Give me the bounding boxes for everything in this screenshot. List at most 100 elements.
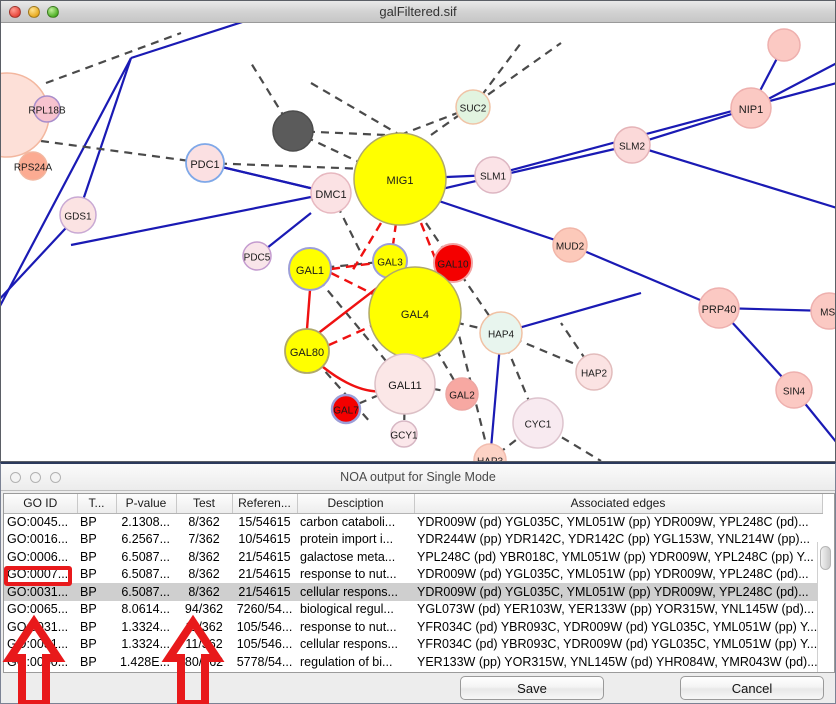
node-label-GAL10: GAL10 <box>437 260 469 271</box>
cell-type: BP <box>80 567 97 582</box>
noa-zoom-button[interactable] <box>50 471 61 483</box>
edge-dashed <box>489 422 539 461</box>
table-row-selected[interactable]: GO:0031... BP 6.5087... 8/362 21/54615 c… <box>4 583 822 601</box>
cell-associated-edges: YFR034C (pd) YBR093C, YDR009W (pd) YGL03… <box>417 637 818 652</box>
network-graph[interactable]: RPL18B RPS24A GDS1 PDC1 PDC5 DMC1 SUC2 M… <box>1 23 835 461</box>
cell-p-value: 8.0614... <box>121 602 170 617</box>
cell-reference: 21/54615 <box>238 567 291 582</box>
cell-go-id[interactable]: GO:0031... <box>4 583 77 601</box>
cell-test: 94/362 <box>184 602 224 617</box>
node-GDS1[interactable] <box>59 196 97 234</box>
node-PDC1[interactable] <box>185 143 225 183</box>
node-unlabeled-dark[interactable] <box>272 110 314 152</box>
column-header-description[interactable]: Desciption <box>297 494 415 514</box>
node-label-PRP40: PRP40 <box>702 304 737 316</box>
cell-reference: 15/54615 <box>238 515 291 529</box>
cell-description: cellular respons... <box>297 583 414 601</box>
node-CYC1[interactable] <box>512 397 564 449</box>
table-scrollbar-thumb[interactable] <box>820 546 831 570</box>
table-row[interactable]: GO:0016... BP 6.2567... 7/362 10/54615 p… <box>4 531 822 549</box>
node-label-SLM1: SLM1 <box>480 172 507 183</box>
node-unlabeled-topright[interactable] <box>767 28 801 62</box>
node-GAL2[interactable] <box>445 377 479 411</box>
node-SLM1[interactable] <box>474 156 512 194</box>
go-results-table[interactable]: GO ID T... P-value Test Referen... Desci… <box>4 494 823 671</box>
node-PDC5[interactable] <box>242 241 272 271</box>
node-NIP1[interactable] <box>730 87 772 129</box>
network-nodes[interactable] <box>1 28 835 461</box>
cell-test: 8/362 <box>188 567 220 582</box>
node-GCY1[interactable] <box>390 420 418 448</box>
node-RPL18B[interactable] <box>33 95 61 123</box>
column-header-associated-edges[interactable]: Associated edges <box>414 494 823 514</box>
zoom-button[interactable] <box>47 5 59 18</box>
column-header-test[interactable]: Test <box>176 494 233 514</box>
cell-type: BP <box>80 637 97 652</box>
cell-description: response to nut... <box>300 567 397 582</box>
node-MSI[interactable] <box>810 292 835 330</box>
table-row[interactable]: GO:0007... BP 6.5087... 8/362 21/54615 r… <box>4 566 822 584</box>
node-GAL11[interactable] <box>374 353 436 415</box>
node-HAP3[interactable] <box>473 443 507 461</box>
node-label-GAL7: GAL7 <box>333 406 359 417</box>
edge-dashed <box>309 268 406 385</box>
go-results-table-container[interactable]: GO ID T... P-value Test Referen... Desci… <box>3 493 835 673</box>
node-label-GAL80: GAL80 <box>290 347 324 359</box>
node-GAL7[interactable] <box>330 393 362 425</box>
node-SLM2[interactable] <box>613 126 651 164</box>
network-canvas[interactable]: RPL18B RPS24A GDS1 PDC1 PDC5 DMC1 SUC2 M… <box>1 23 835 461</box>
column-header-go-id[interactable]: GO ID <box>4 494 78 514</box>
cell-go-id[interactable]: GO:0065... <box>7 602 69 617</box>
table-row[interactable]: GO:0045... BP 2.1308... 8/362 15/54615 c… <box>4 513 822 531</box>
node-MIG1[interactable] <box>353 132 447 226</box>
node-SUC2[interactable] <box>455 89 491 125</box>
node-HAP2[interactable] <box>575 353 613 391</box>
node-DMC1[interactable] <box>310 172 352 214</box>
cell-go-id[interactable]: GO:0031... <box>7 619 69 634</box>
cell-type: BP <box>80 549 97 564</box>
close-button[interactable] <box>9 5 21 18</box>
cell-go-id[interactable]: GO:0016... <box>7 532 69 547</box>
table-row[interactable]: GO:0031... BP 1.3324... 11/362 105/546..… <box>4 618 822 636</box>
table-row[interactable]: GO:0006... BP 6.5087... 8/362 21/54615 g… <box>4 548 822 566</box>
table-row[interactable]: GO:0050... BP 1.428E... 80/362 5778/54..… <box>4 653 822 671</box>
node-PRP40[interactable] <box>698 287 740 329</box>
table-row[interactable]: GO:0065... BP 8.0614... 94/362 7260/54..… <box>4 601 822 619</box>
cancel-button[interactable]: Cancel <box>680 676 824 700</box>
cell-p-value: 6.5087... <box>116 583 176 601</box>
table-body: GO:0045... BP 2.1308... 8/362 15/54615 c… <box>4 513 822 671</box>
noa-traffic-lights <box>10 471 61 483</box>
edge-dashed <box>292 130 362 164</box>
column-header-p-value[interactable]: P-value <box>116 494 177 514</box>
cell-go-id[interactable]: GO:0050... <box>7 654 69 669</box>
noa-close-button[interactable] <box>10 471 21 483</box>
cell-description: response to nut... <box>300 619 397 634</box>
table-row[interactable]: GO:0031... BP 1.3324... 11/362 105/546..… <box>4 636 822 654</box>
edge-dashed <box>310 82 401 136</box>
minimize-button[interactable] <box>28 5 40 18</box>
noa-minimize-button[interactable] <box>30 471 41 483</box>
cell-reference: 21/54615 <box>232 583 297 601</box>
node-GAL10[interactable] <box>433 243 473 283</box>
column-header-reference[interactable]: Referen... <box>232 494 298 514</box>
cell-go-id[interactable]: GO:0006... <box>7 549 69 564</box>
node-MUD2[interactable] <box>552 227 588 263</box>
column-header-type[interactable]: T... <box>77 494 117 514</box>
node-SIN4[interactable] <box>775 371 813 409</box>
cell-p-value: 1.3324... <box>121 637 170 652</box>
table-vertical-scrollbar[interactable] <box>817 542 832 672</box>
save-button[interactable]: Save <box>460 676 604 700</box>
node-GAL1[interactable] <box>288 247 332 291</box>
node-label-HAP2: HAP2 <box>581 369 608 380</box>
window-title: galFiltered.sif <box>379 4 457 19</box>
cell-go-id[interactable]: GO:0031... <box>7 637 69 652</box>
node-label-SUC2: SUC2 <box>460 104 487 115</box>
cell-go-id[interactable]: GO:0045... <box>7 515 69 529</box>
node-HAP4[interactable] <box>479 311 523 355</box>
node-label-GAL11: GAL11 <box>388 380 421 392</box>
cell-associated-edges: YDR009W (pd) YGL035C, YML051W (pp) YDR00… <box>417 567 809 582</box>
edge-dashed <box>345 382 406 411</box>
node-GAL80[interactable] <box>284 328 330 374</box>
node-RPS24A[interactable] <box>18 151 48 181</box>
cell-go-id[interactable]: GO:0007... <box>7 567 69 582</box>
